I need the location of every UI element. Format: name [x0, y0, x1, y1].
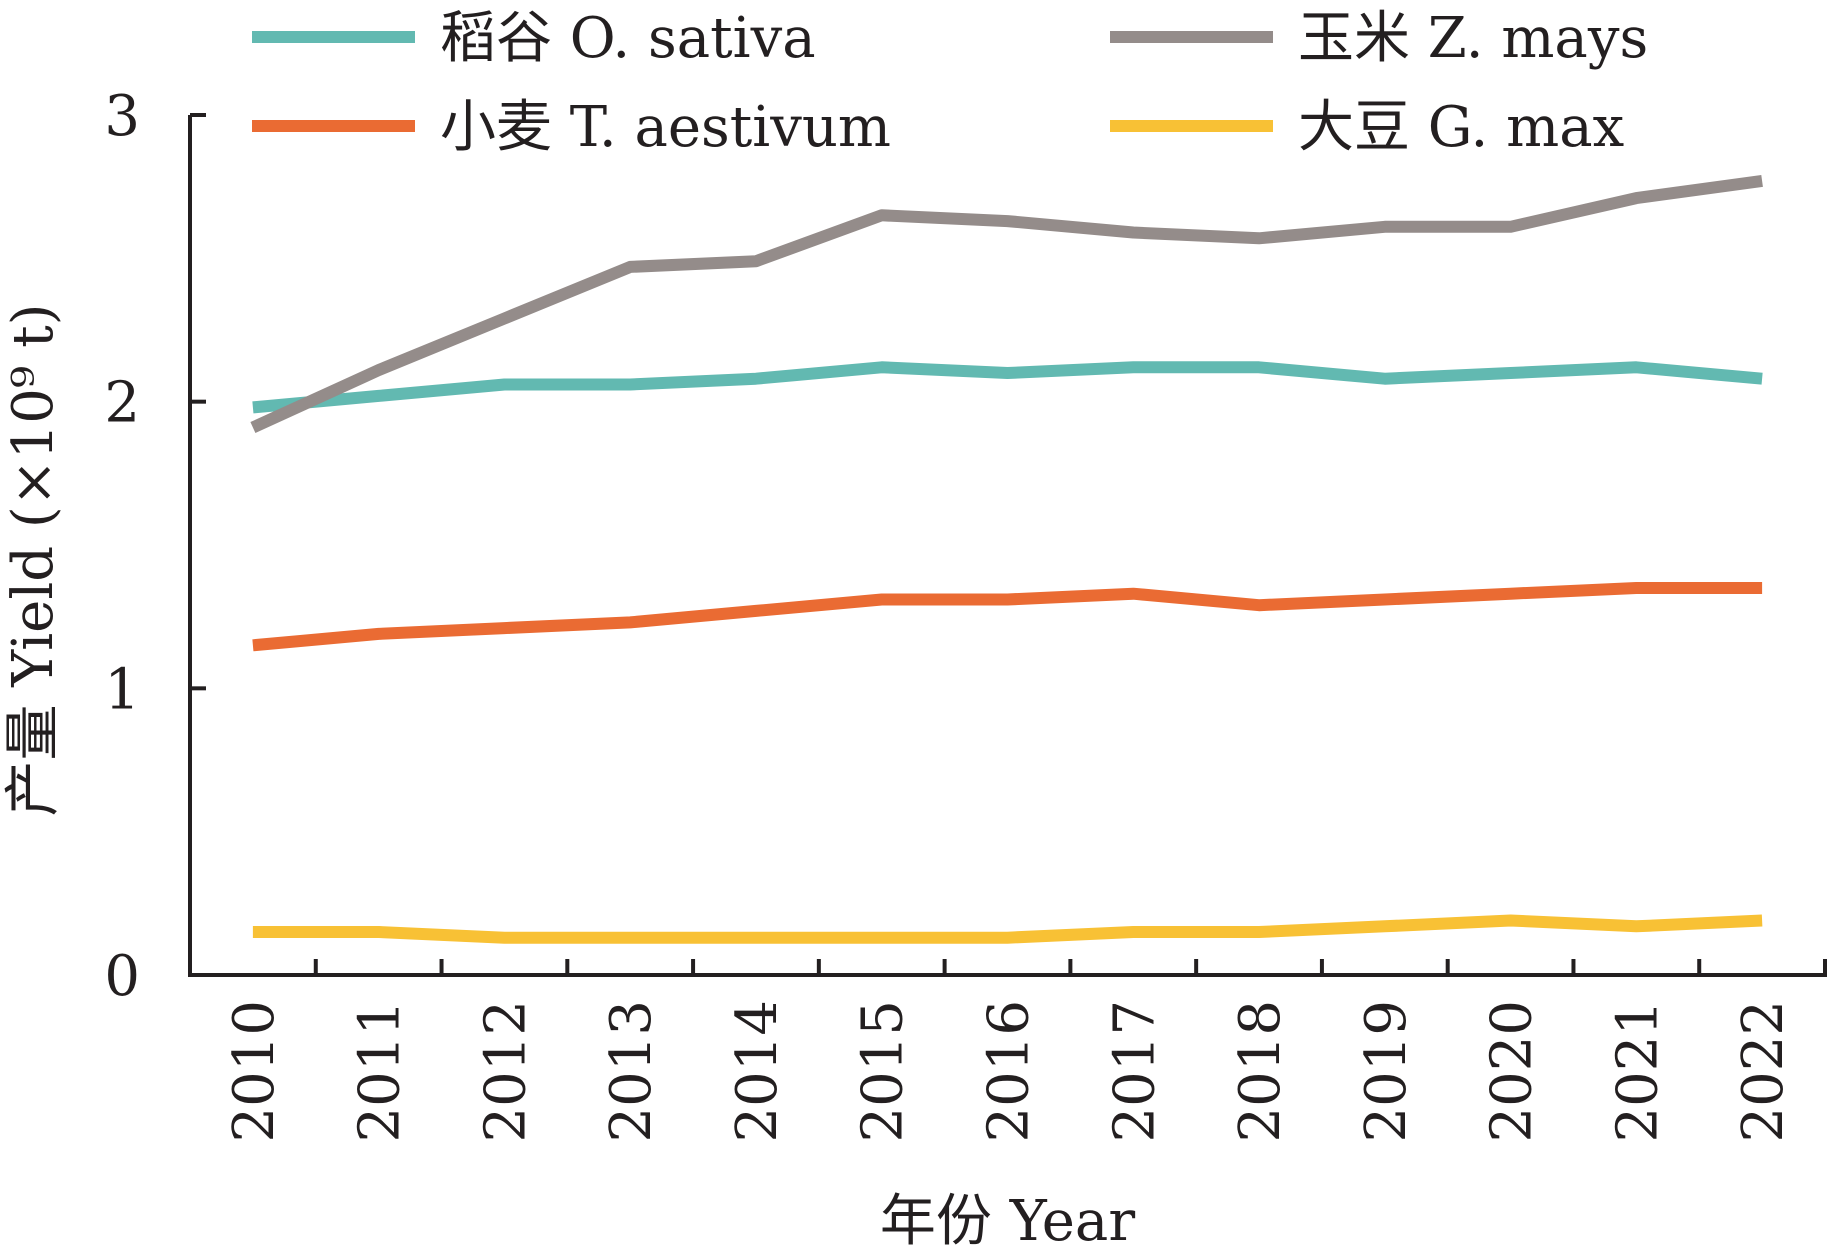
series-line-3 — [252, 582, 1763, 652]
x-tick-label: 2011 — [348, 1000, 413, 1143]
x-tick-label: 2013 — [599, 1000, 664, 1143]
x-axis-ticks: 2010 2011 2012 2013 2014 2015 2016 2017 2018 2019… — [222, 959, 1796, 1143]
series-line-1 — [252, 361, 1763, 414]
axis-lines — [188, 115, 1827, 977]
legend-label-4: 大豆 G. max — [1298, 95, 1624, 160]
x-tick-label: 2021 — [1605, 1000, 1670, 1143]
legend-label-1: 稻谷 O. sativa — [440, 6, 816, 71]
x-tick-label: 2019 — [1354, 1000, 1419, 1143]
x-axis-title: 年份 Year — [880, 1189, 1135, 1254]
series-line-2 — [250, 174, 1763, 433]
x-tick-label: 2017 — [1102, 1000, 1167, 1143]
x-tick-label: 2020 — [1480, 1000, 1545, 1143]
y-axis-ticks: 0 1 2 3 — [104, 84, 206, 1009]
legend-label-3: 小麦 T. aestivum — [440, 95, 891, 160]
x-tick-label: 2012 — [473, 1000, 538, 1143]
x-tick-label: 2016 — [977, 1000, 1042, 1143]
y-tick-label: 3 — [104, 84, 140, 149]
x-tick-label: 2015 — [851, 1000, 916, 1143]
series-lines — [250, 174, 1763, 944]
x-tick-label: 2014 — [725, 1000, 790, 1143]
y-tick-label: 2 — [104, 371, 140, 436]
series-line-4 — [252, 914, 1763, 944]
x-tick-label: 2022 — [1731, 1000, 1796, 1143]
x-tick-label: 2010 — [222, 1000, 287, 1143]
axes — [188, 115, 1827, 977]
y-axis-title: 产量 Yield (×10⁹ t) — [1, 303, 66, 816]
x-tick-label: 2018 — [1228, 1000, 1293, 1143]
legend: 稻谷 O. sativa 玉米 Z. mays 小麦 T. aestivum 大豆 G… — [252, 6, 1648, 160]
legend-label-2: 玉米 Z. mays — [1298, 6, 1648, 71]
y-tick-label: 1 — [104, 657, 140, 722]
y-tick-label: 0 — [104, 944, 140, 1009]
